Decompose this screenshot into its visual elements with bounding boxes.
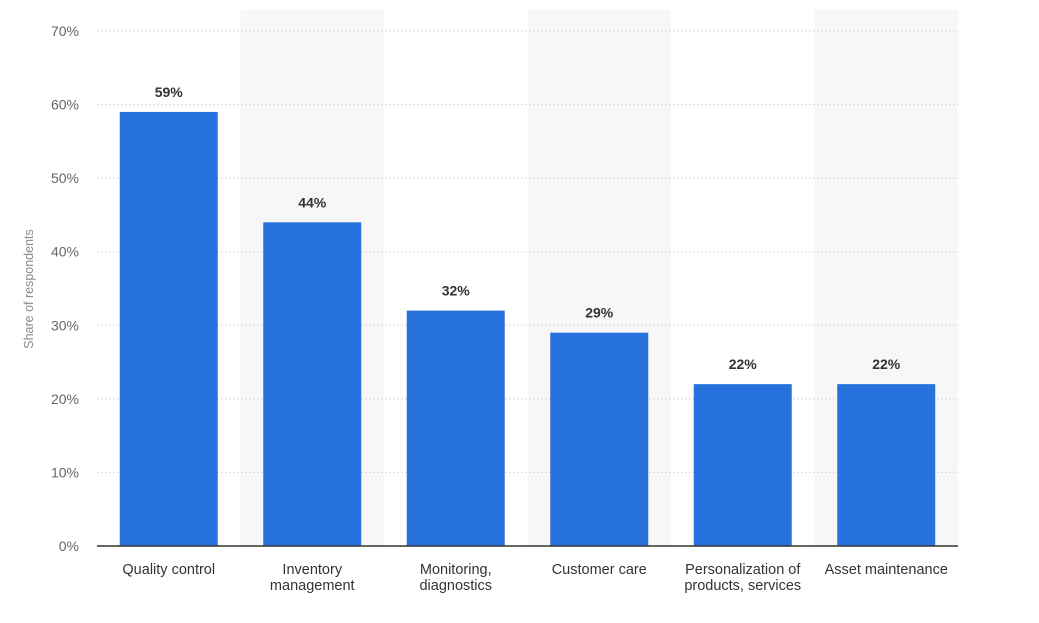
x-category-label-line: Personalization of — [685, 562, 801, 578]
column-bands — [240, 10, 958, 546]
x-category-label-line: Asset maintenance — [825, 562, 948, 578]
bar[interactable] — [837, 384, 936, 546]
bars — [119, 111, 936, 547]
data-label: 44% — [298, 194, 327, 210]
x-category-label-line: Quality control — [122, 562, 215, 578]
x-category-label-line: diagnostics — [419, 578, 492, 594]
x-category-label: Personalization of products, services — [684, 562, 801, 594]
data-label: 59% — [155, 84, 184, 100]
data-label: 22% — [729, 356, 758, 372]
y-tick-label: 30% — [51, 317, 79, 333]
gridlines — [97, 30, 958, 473]
data-label: 29% — [585, 305, 614, 321]
x-category-label: Monitoring, diagnostics — [419, 562, 492, 594]
y-axis-ticks: 0% 10% 20% 30% 40% 50% 60% 70% — [51, 23, 79, 554]
data-label: 22% — [872, 356, 901, 372]
bar[interactable] — [406, 310, 505, 546]
bar[interactable] — [693, 384, 792, 546]
bar[interactable] — [263, 222, 362, 547]
y-tick-label: 60% — [51, 97, 79, 113]
data-labels: 59% 44% 32% 29% 22% 22% — [155, 84, 901, 372]
y-tick-label: 0% — [59, 538, 79, 554]
y-tick-label: 70% — [51, 23, 79, 39]
y-tick-label: 40% — [51, 244, 79, 260]
x-category-label-line: products, services — [684, 578, 801, 594]
x-category-label-line: Monitoring, — [420, 562, 492, 578]
y-axis-title: Share of respondents — [22, 229, 36, 349]
bar[interactable] — [550, 332, 649, 546]
x-category-label: Quality control — [122, 562, 215, 578]
y-tick-label: 10% — [51, 464, 79, 480]
bar[interactable] — [119, 111, 218, 546]
y-tick-label: 50% — [51, 170, 79, 186]
x-category-label: Customer care — [552, 562, 647, 578]
x-category-label: Asset maintenance — [825, 562, 948, 578]
x-category-label-line: Inventory — [282, 562, 342, 578]
x-axis-category-labels: Quality control Inventory management Monito… — [122, 562, 948, 594]
x-category-label: Inventory management — [270, 562, 355, 594]
data-label: 32% — [442, 283, 471, 299]
x-category-label-line: Customer care — [552, 562, 647, 578]
y-tick-label: 20% — [51, 391, 79, 407]
x-category-label-line: management — [270, 578, 355, 594]
